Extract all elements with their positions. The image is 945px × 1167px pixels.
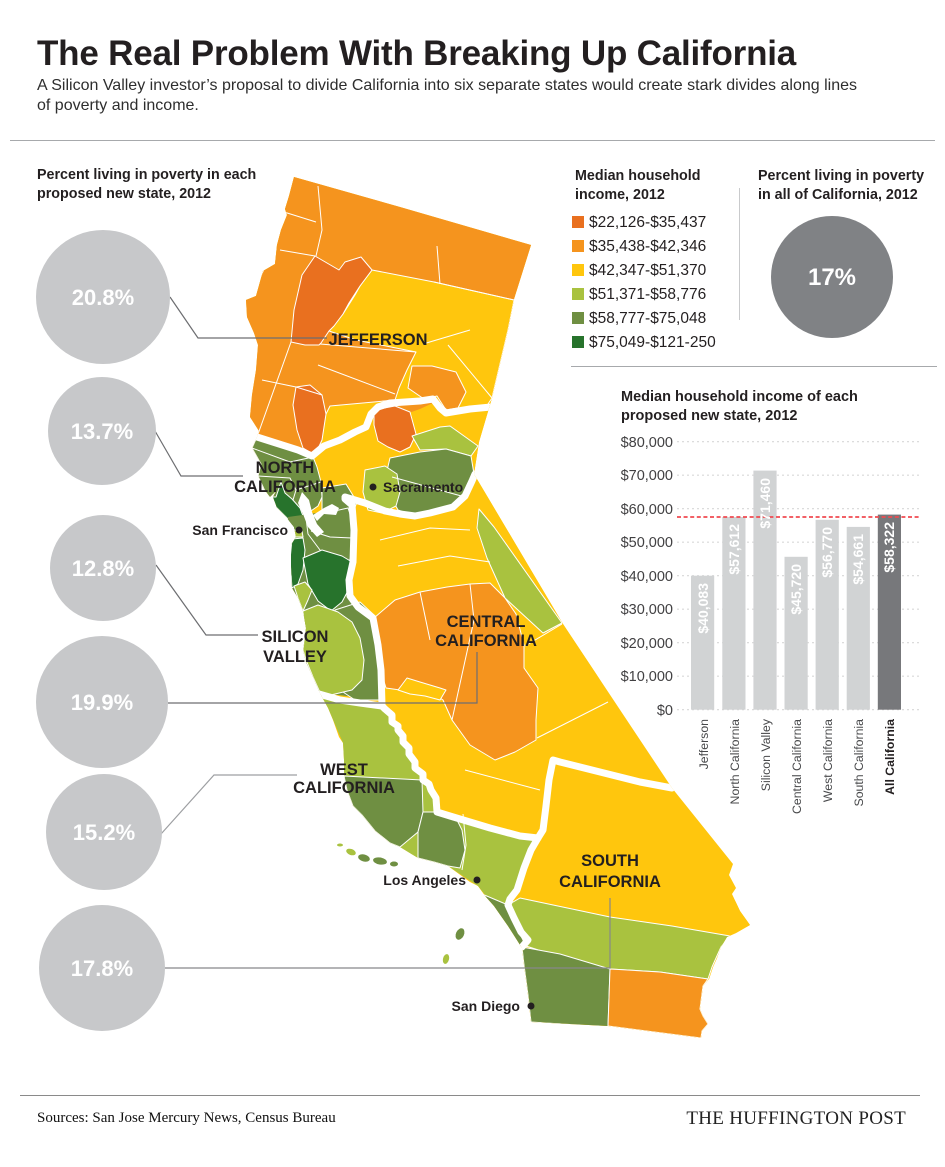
svg-text:CALIFORNIA: CALIFORNIA [559,873,661,891]
svg-text:Jefferson: Jefferson [697,719,711,770]
svg-text:West California: West California [821,719,835,802]
svg-text:WEST: WEST [320,761,368,779]
svg-text:SOUTH: SOUTH [581,852,639,870]
svg-text:13.7%: 13.7% [71,419,133,444]
svg-text:$71,460: $71,460 [757,478,773,529]
svg-text:$20,000: $20,000 [621,636,673,652]
svg-text:Central California: Central California [790,719,804,814]
svg-text:$60,000: $60,000 [621,502,673,518]
svg-text:$56,770: $56,770 [819,527,835,578]
svg-text:$54,661: $54,661 [850,534,866,585]
svg-text:$40,083: $40,083 [695,583,711,634]
svg-text:VALLEY: VALLEY [263,648,327,666]
svg-text:South California: South California [852,719,866,807]
svg-text:CALIFORNIA: CALIFORNIA [293,779,395,797]
svg-text:JEFFERSON: JEFFERSON [328,331,427,349]
svg-text:North California: North California [728,719,742,805]
svg-text:SILICON: SILICON [262,628,329,646]
svg-text:CENTRAL: CENTRAL [447,613,526,631]
svg-text:$70,000: $70,000 [621,468,673,484]
svg-text:$57,612: $57,612 [726,524,742,575]
svg-text:17%: 17% [808,264,856,291]
svg-text:All California: All California [883,719,897,795]
svg-text:$80,000: $80,000 [621,435,673,451]
svg-text:$58,322: $58,322 [881,522,897,573]
svg-text:12.8%: 12.8% [72,556,134,581]
svg-text:$30,000: $30,000 [621,602,673,618]
svg-text:Los Angeles: Los Angeles [383,872,466,888]
svg-text:17.8%: 17.8% [71,956,133,981]
svg-text:$45,720: $45,720 [788,564,804,615]
svg-text:San Diego: San Diego [452,998,520,1014]
svg-text:15.2%: 15.2% [73,820,135,845]
svg-text:CALIFORNIA: CALIFORNIA [234,478,336,496]
svg-text:Silicon Valley: Silicon Valley [759,718,773,791]
svg-text:$40,000: $40,000 [621,569,673,585]
svg-text:CALIFORNIA: CALIFORNIA [435,632,537,650]
svg-text:$50,000: $50,000 [621,535,673,551]
svg-text:$0: $0 [657,703,673,719]
svg-text:San Francisco: San Francisco [192,522,288,538]
svg-text:20.8%: 20.8% [72,285,134,310]
svg-text:Sacramento: Sacramento [383,479,463,495]
svg-text:$10,000: $10,000 [621,669,673,685]
svg-text:19.9%: 19.9% [71,690,133,715]
svg-text:NORTH: NORTH [256,459,315,477]
